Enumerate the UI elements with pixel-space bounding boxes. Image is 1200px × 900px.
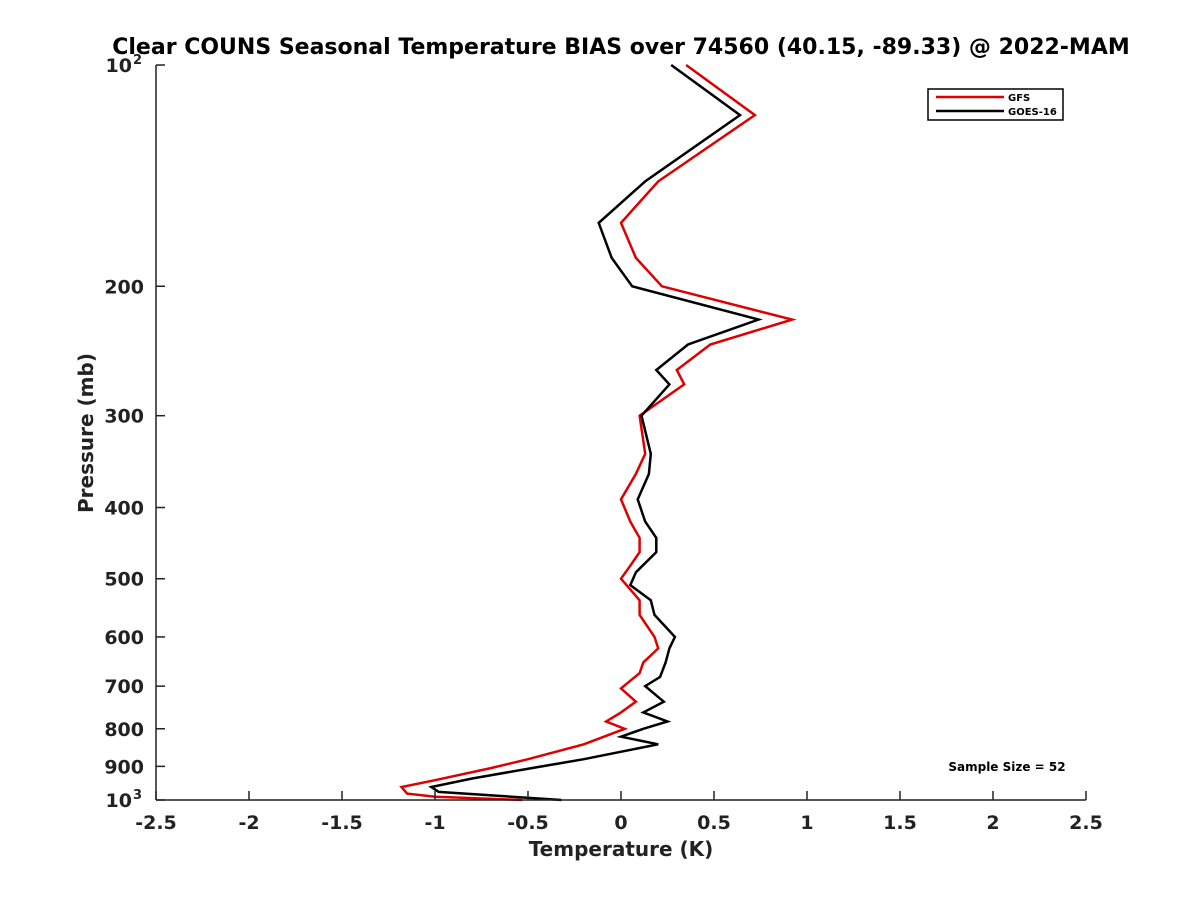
- y-tick-label: 300: [104, 406, 144, 428]
- x-tick-label: -0.5: [507, 812, 549, 834]
- y-tick-exponent: 3: [133, 788, 142, 803]
- series-line-goes-16: [428, 63, 763, 802]
- legend-label-gfs: GFS: [1008, 93, 1030, 104]
- y-axis-label: Pressure (mb): [74, 353, 98, 513]
- x-tick-label: 0: [614, 812, 627, 834]
- legend-box: [927, 88, 1064, 121]
- x-tick-label: 1.5: [883, 812, 917, 834]
- legend: GFS GOES-16: [927, 88, 1064, 121]
- x-tick-label: -1.5: [321, 812, 363, 834]
- legend-label-goes-16: GOES-16: [1008, 107, 1057, 118]
- y-tick-label: 600: [104, 627, 144, 649]
- y-tick-label: 900: [104, 756, 144, 778]
- y-tick-label: 200: [104, 276, 144, 298]
- x-tick-label: 2.5: [1069, 812, 1103, 834]
- y-tick-label: 10: [106, 55, 132, 77]
- y-tick-label: 700: [104, 676, 144, 698]
- x-tick-label: 0.5: [697, 812, 731, 834]
- x-axis-label: Temperature (K): [529, 837, 714, 861]
- y-tick-label: 400: [104, 498, 144, 520]
- x-tick-label: 2: [986, 812, 999, 834]
- sample-size-annotation: Sample Size = 52: [948, 760, 1065, 774]
- x-ticks-group: -2.5 -2 -1.5 -1 -0.5 0 0.5 1 1.5 2 2.5: [135, 791, 1103, 834]
- y-tick-label: 10: [106, 790, 132, 812]
- x-tick-label: 1: [800, 812, 813, 834]
- x-tick-label: -2.5: [135, 812, 177, 834]
- series-line-gfs: [399, 63, 797, 802]
- x-tick-label: -2: [238, 812, 259, 834]
- x-tick-label: -1: [424, 812, 445, 834]
- plot-series-group: [399, 63, 797, 802]
- y-tick-label: 500: [104, 569, 144, 591]
- y-tick-exponent: 2: [133, 53, 142, 68]
- chart-title: Clear COUNS Seasonal Temperature BIAS ov…: [112, 35, 1130, 60]
- y-tick-label: 800: [104, 719, 144, 741]
